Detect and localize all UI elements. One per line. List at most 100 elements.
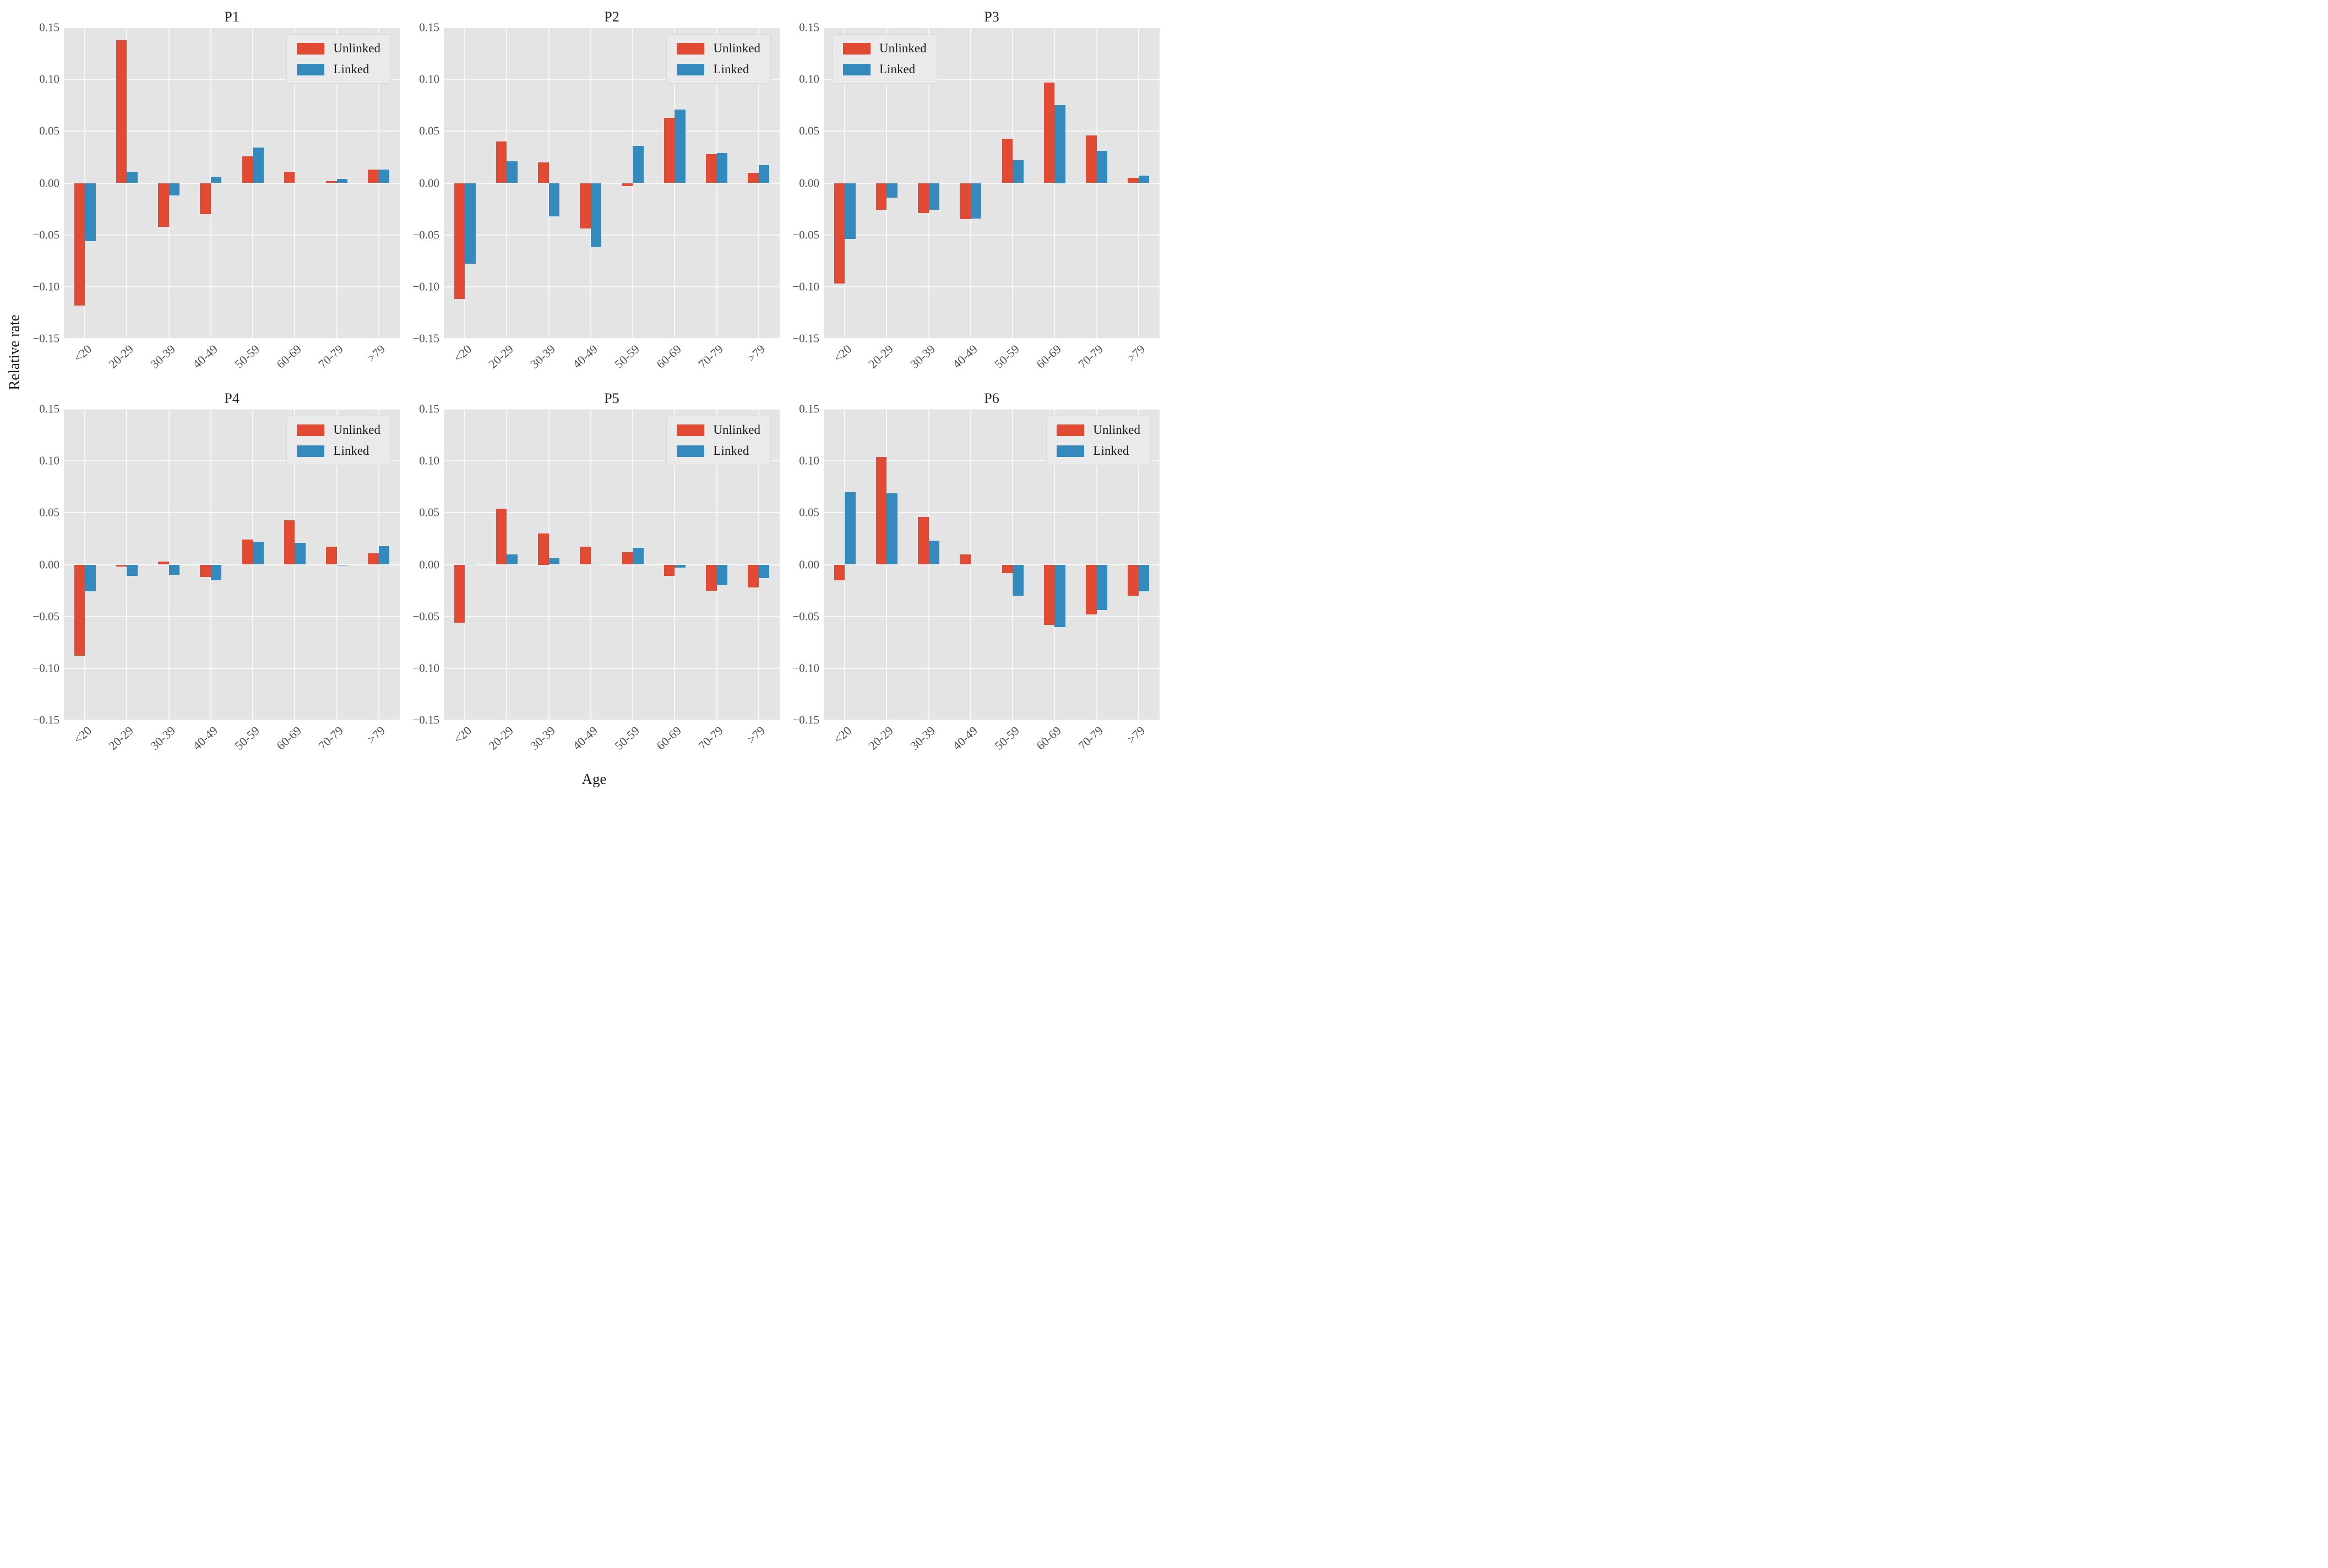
x-tick-label: 60-69 — [1034, 342, 1064, 371]
legend-label: Unlinked — [333, 423, 380, 437]
gridline-horizontal — [824, 512, 1160, 514]
bar-linked-30-39 — [168, 183, 180, 196]
bar-linked-50-59 — [253, 148, 264, 183]
bar-unlinked-50-59 — [242, 156, 253, 183]
x-tick-label: >79 — [744, 342, 768, 365]
gridline-vertical — [590, 409, 591, 720]
y-tick-label: −0.10 — [412, 661, 439, 675]
legend-swatch-unlinked — [297, 424, 325, 436]
x-tick-label: 60-69 — [274, 723, 304, 753]
legend-label: Unlinked — [1093, 423, 1140, 437]
gridline-horizontal — [64, 130, 400, 132]
x-tick-label: 70-79 — [695, 723, 726, 753]
gridline-vertical — [548, 409, 550, 720]
bar-linked-50-59 — [253, 542, 264, 565]
bar-unlinked->79 — [748, 564, 759, 587]
legend-swatch-linked — [297, 445, 325, 457]
gridline-vertical — [126, 28, 128, 339]
gridline-horizontal — [444, 286, 780, 287]
bar-linked-<20 — [85, 564, 96, 592]
x-tick-label: >79 — [365, 723, 388, 747]
gridline-horizontal — [824, 130, 1160, 132]
legend-label: Linked — [879, 62, 916, 76]
gridline-horizontal — [824, 338, 1160, 339]
bar-unlinked-40-49 — [580, 547, 591, 565]
bar-unlinked-50-59 — [622, 183, 633, 187]
gridline-horizontal — [444, 234, 780, 236]
bar-linked-70-79 — [336, 178, 348, 183]
bar-unlinked-50-59 — [622, 552, 633, 565]
bar-unlinked-30-39 — [918, 516, 929, 565]
gridline-horizontal — [64, 409, 400, 410]
gridline-vertical — [970, 409, 971, 720]
legend-item-linked: Linked — [297, 444, 380, 458]
y-tick-label: 0.15 — [39, 20, 59, 34]
gridline-vertical — [758, 28, 759, 339]
bar-linked-60-69 — [675, 109, 686, 183]
gridline-vertical — [928, 409, 929, 720]
x-tick-label: 50-59 — [991, 342, 1022, 371]
x-axis-label: Age — [581, 771, 607, 787]
gridline-horizontal — [444, 460, 780, 462]
bar-linked-70-79 — [336, 564, 348, 566]
y-tick-label: 0.15 — [799, 402, 819, 416]
y-tick-label: 0.05 — [419, 505, 439, 519]
y-tick-label: 0.00 — [799, 176, 819, 189]
x-tick-label: 30-39 — [907, 342, 938, 371]
x-tick-label: 30-39 — [907, 723, 938, 753]
bar-unlinked-70-79 — [1086, 564, 1097, 614]
plot-area: Unlinked Linked — [64, 28, 400, 339]
gridline-horizontal — [824, 79, 1160, 80]
y-tick-label: 0.15 — [39, 402, 59, 416]
x-tick-label: 20-29 — [486, 342, 516, 371]
y-tick-label: −0.15 — [792, 331, 819, 345]
panel-axes-area: 0.15 0.10 0.05 0.00 −0.05 −0.10 −0.15 Unlinked L… — [409, 402, 780, 727]
y-tick-label: 0.00 — [39, 558, 59, 571]
bar-unlinked-60-69 — [1043, 82, 1055, 183]
y-tick-label: 0.10 — [39, 72, 59, 86]
bar-unlinked-60-69 — [284, 171, 295, 183]
bar-linked-70-79 — [716, 564, 728, 586]
y-tick-label: 0.05 — [419, 124, 439, 138]
x-tick-label: 70-79 — [316, 342, 346, 371]
bar-linked-50-59 — [633, 548, 644, 565]
bar-linked-30-39 — [928, 183, 940, 210]
bar-unlinked-20-29 — [875, 183, 887, 210]
gridline-vertical — [674, 28, 676, 339]
plot-area: Unlinked Linked — [444, 409, 780, 720]
y-tick-label: −0.15 — [32, 331, 59, 345]
bar-unlinked-<20 — [454, 183, 465, 300]
x-tick-label: 60-69 — [274, 342, 304, 371]
y-tick-label: −0.05 — [412, 609, 439, 623]
bar-unlinked->79 — [1128, 564, 1139, 596]
panel-axes-area: 0.15 0.10 0.05 0.00 −0.05 −0.10 −0.15 Unlinked L… — [788, 21, 1160, 345]
panel-axes-area: 0.15 0.10 0.05 0.00 −0.05 −0.10 −0.15 Unlinked L… — [409, 21, 780, 345]
gridline-horizontal — [64, 234, 400, 236]
legend-swatch-linked — [677, 445, 705, 457]
gridline-horizontal — [824, 460, 1160, 462]
bar-unlinked-50-59 — [1002, 564, 1013, 573]
bar-linked-60-69 — [295, 542, 306, 565]
gridline-vertical — [1138, 28, 1139, 339]
legend-swatch-unlinked — [677, 42, 705, 55]
gridline-vertical — [506, 409, 508, 720]
legend-swatch-linked — [843, 63, 871, 75]
bar-linked-30-39 — [928, 541, 940, 565]
x-tick-label: <20 — [830, 723, 854, 747]
legend-label: Unlinked — [713, 41, 760, 55]
gridline-vertical — [252, 28, 254, 339]
bar-unlinked-20-29 — [116, 564, 127, 567]
x-tick-label: 70-79 — [695, 342, 726, 371]
bar-unlinked-20-29 — [496, 141, 507, 183]
bar-unlinked-30-39 — [158, 183, 169, 227]
gridline-vertical — [844, 409, 846, 720]
x-tick-label: >79 — [744, 723, 768, 747]
bar-unlinked-60-69 — [663, 117, 675, 183]
gridline-vertical — [886, 409, 888, 720]
bar-linked-<20 — [465, 183, 476, 264]
legend-swatch-unlinked — [677, 424, 705, 436]
gridline-vertical — [294, 28, 296, 339]
charts-grid: P1 0.15 0.10 0.05 0.00 −0.05 −0.10 −0.15 Unlinke… — [29, 8, 1160, 769]
y-tick-label: 0.00 — [419, 176, 439, 189]
gridline-horizontal — [444, 79, 780, 80]
